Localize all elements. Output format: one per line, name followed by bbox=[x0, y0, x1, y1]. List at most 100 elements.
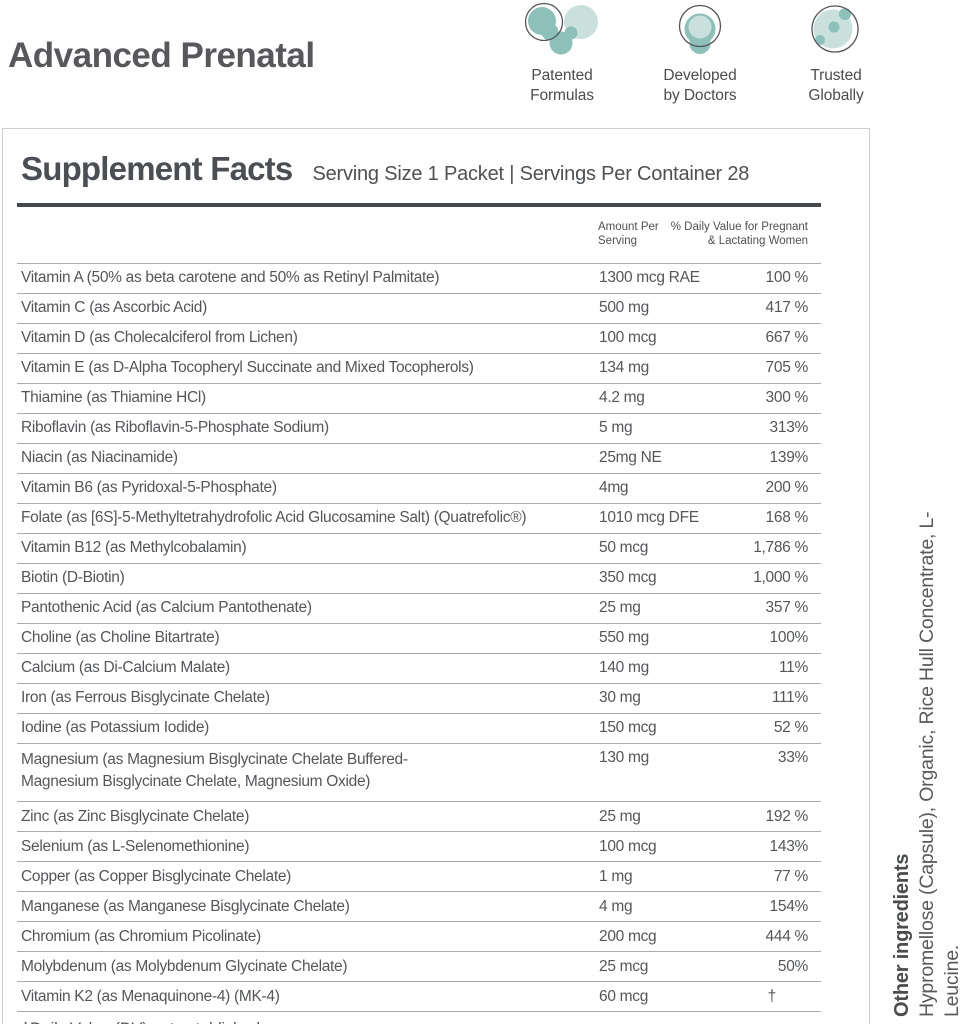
ingredient-amount: 350 mcg bbox=[599, 569, 657, 586]
globe-icon bbox=[811, 5, 859, 53]
ingredient-daily-value: 168 % bbox=[765, 509, 809, 526]
ingredient-daily-value: 705 % bbox=[765, 359, 809, 376]
daily-value-column-header: % Daily Value for Pregnant & Lactating W… bbox=[670, 220, 808, 248]
ingredient-daily-value: 300 % bbox=[765, 389, 809, 406]
ingredient-daily-value: 143% bbox=[769, 837, 809, 855]
ingredient-name: Selenium (as L-Selenomethionine) bbox=[21, 837, 250, 855]
other-ingredients-heading: Other ingredients bbox=[891, 853, 913, 1017]
ingredient-amount: 1010 mcg DFE bbox=[599, 509, 699, 526]
badge-developed-by-doctors: Developed by Doctors bbox=[639, 2, 761, 107]
table-row: Folate (as [6S]-5-Methyltetrahydrofolic … bbox=[17, 502, 821, 533]
ingredient-name: Vitamin E (as D-Alpha Tocopheryl Succina… bbox=[21, 358, 474, 376]
ingredient-name: Pantothenic Acid (as Calcium Pantothenat… bbox=[21, 598, 312, 616]
ingredient-amount: 150 mcg bbox=[599, 719, 657, 736]
ingredient-daily-value: 100% bbox=[769, 629, 809, 646]
ingredient-daily-value: 52 % bbox=[773, 719, 808, 736]
badge-label: Patented Formulas bbox=[530, 67, 594, 105]
serving-info: Serving Size 1 Packet | Servings Per Con… bbox=[312, 163, 750, 185]
ingredient-daily-value: † bbox=[767, 987, 777, 1005]
ingredient-daily-value: 139% bbox=[769, 449, 809, 466]
ingredient-name: Vitamin A (50% as beta carotene and 50% … bbox=[21, 268, 440, 286]
ingredient-daily-value: 1,786 % bbox=[753, 539, 808, 556]
ingredient-name: Folate (as [6S]-5-Methyltetrahydrofolic … bbox=[21, 508, 527, 526]
ingredient-name: Biotin (D-Biotin) bbox=[21, 568, 125, 586]
ingredient-daily-value: 11% bbox=[779, 659, 808, 676]
ingredient-name: Choline (as Choline Bitartrate) bbox=[21, 628, 220, 646]
ingredient-name: Iodine (as Potassium Iodide) bbox=[21, 718, 210, 736]
table-row: Vitamin C (as Ascorbic Acid) 500 mg 417 … bbox=[17, 292, 821, 323]
ingredient-amount: 100 mcg bbox=[599, 837, 657, 855]
ingredient-name: Zinc (as Zinc Bisglycinate Chelate) bbox=[21, 807, 250, 825]
ingredient-name: Vitamin B6 (as Pyridoxal-5-Phosphate) bbox=[21, 478, 277, 496]
table-row: Pantothenic Acid (as Calcium Pantothenat… bbox=[17, 592, 821, 623]
badge-list: Patented Formulas Developed by Doctors T… bbox=[504, 2, 892, 107]
table-row: Thiamine (as Thiamine HCl) 4.2 mg 300 % bbox=[17, 382, 821, 413]
table-row: Vitamin E (as D-Alpha Tocopheryl Succina… bbox=[17, 352, 821, 383]
ingredient-daily-value: 200 % bbox=[765, 479, 809, 496]
ingredient-amount: 25mg NE bbox=[599, 449, 662, 466]
ingredient-name: Molybdenum (as Molybdenum Glycinate Chel… bbox=[21, 957, 348, 975]
badge-label: Trusted Globally bbox=[808, 67, 864, 105]
ingredient-daily-value: 313% bbox=[769, 419, 809, 436]
table-row: Zinc (as Zinc Bisglycinate Chelate) 25 m… bbox=[17, 801, 821, 831]
ingredient-name: Copper (as Copper Bisglycinate Chelate) bbox=[21, 867, 292, 885]
table-row: Molybdenum (as Molybdenum Glycinate Chel… bbox=[17, 951, 821, 981]
doctor-lens-icon bbox=[678, 4, 722, 54]
ingredient-amount: 140 mg bbox=[599, 659, 649, 676]
other-ingredients-text: Hypromellose (Capsule), Organic, Rice Hu… bbox=[916, 511, 963, 1017]
ingredient-amount: 5 mg bbox=[599, 419, 633, 436]
ingredient-name: Niacin (as Niacinamide) bbox=[21, 448, 178, 466]
ingredient-daily-value: 154% bbox=[769, 897, 809, 915]
ingredient-amount: 60 mcg bbox=[599, 987, 649, 1005]
ingredient-amount: 550 mg bbox=[599, 629, 649, 646]
ingredient-amount: 200 mcg bbox=[599, 927, 657, 945]
table-row: Niacin (as Niacinamide) 25mg NE 139% bbox=[17, 442, 821, 473]
ingredient-amount: 30 mg bbox=[599, 689, 641, 706]
badge-patented-formulas: Patented Formulas bbox=[504, 2, 620, 107]
ingredient-name: Riboflavin (as Riboflavin-5-Phosphate So… bbox=[21, 418, 329, 436]
badge-label: Developed by Doctors bbox=[663, 67, 737, 105]
product-title: Advanced Prenatal bbox=[8, 36, 315, 75]
table-row: Iodine (as Potassium Iodide) 150 mcg 52 … bbox=[17, 712, 821, 743]
ingredient-daily-value: 357 % bbox=[765, 599, 809, 616]
table-row: Choline (as Choline Bitartrate) 550 mg 1… bbox=[17, 622, 821, 653]
table-row: Vitamin B12 (as Methylcobalamin) 50 mcg … bbox=[17, 532, 821, 563]
table-row: Copper (as Copper Bisglycinate Chelate) … bbox=[17, 861, 821, 891]
ingredient-amount: 25 mg bbox=[599, 807, 641, 825]
table-row: Selenium (as L-Selenomethionine) 100 mcg… bbox=[17, 831, 821, 861]
table-row: Vitamin D (as Cholecalciferol from Liche… bbox=[17, 322, 821, 353]
ingredient-amount: 25 mcg bbox=[599, 957, 649, 975]
ingredient-name: Thiamine (as Thiamine HCl) bbox=[21, 388, 206, 406]
ingredient-amount: 130 mg bbox=[599, 748, 649, 766]
supplement-facts-title: Supplement Facts bbox=[21, 150, 293, 187]
column-headers: Amount Per Serving % Daily Value for Pre… bbox=[17, 207, 821, 263]
ingredient-amount: 1 mg bbox=[599, 867, 633, 885]
table-row: Chromium (as Chromium Picolinate) 200 mc… bbox=[17, 921, 821, 951]
ingredient-daily-value: 417 % bbox=[765, 299, 809, 316]
ingredient-daily-value: 444 % bbox=[765, 927, 809, 945]
ingredient-name: Vitamin B12 (as Methylcobalamin) bbox=[21, 538, 247, 556]
ingredient-daily-value: 33% bbox=[777, 748, 808, 766]
amount-column-header: Amount Per Serving bbox=[598, 220, 659, 248]
ingredient-daily-value: 1,000 % bbox=[753, 569, 808, 586]
ingredient-amount: 25 mg bbox=[599, 599, 641, 616]
ingredient-table: Vitamin A (50% as beta carotene and 50% … bbox=[17, 262, 821, 1012]
ingredient-name: Vitamin K2 (as Menaquinone-4) (MK-4) bbox=[21, 987, 280, 1005]
table-row: Riboflavin (as Riboflavin-5-Phosphate So… bbox=[17, 412, 821, 443]
table-row: Manganese (as Manganese Bisglycinate Che… bbox=[17, 891, 821, 921]
table-row: Iron (as Ferrous Bisglycinate Chelate) 3… bbox=[17, 682, 821, 713]
ingredient-daily-value: 192 % bbox=[765, 807, 809, 825]
ingredient-name: Chromium (as Chromium Picolinate) bbox=[21, 927, 261, 945]
panel-header: Supplement Facts Serving Size 1 Packet |… bbox=[17, 129, 821, 188]
ingredient-amount: 134 mg bbox=[599, 359, 649, 376]
footnote: †Daily Value (DV) not established. bbox=[17, 1011, 821, 1024]
ingredient-daily-value: 100 % bbox=[765, 269, 809, 286]
table-row: Calcium (as Di-Calcium Malate) 140 mg 11… bbox=[17, 652, 821, 683]
ingredient-name: Vitamin D (as Cholecalciferol from Liche… bbox=[21, 328, 298, 346]
ingredient-name: Iron (as Ferrous Bisglycinate Chelate) bbox=[21, 688, 270, 706]
ingredient-name: Manganese (as Manganese Bisglycinate Che… bbox=[21, 897, 350, 915]
ingredient-amount: 4 mg bbox=[599, 897, 633, 915]
ingredient-amount: 4mg bbox=[599, 479, 629, 496]
thick-divider bbox=[17, 203, 821, 207]
